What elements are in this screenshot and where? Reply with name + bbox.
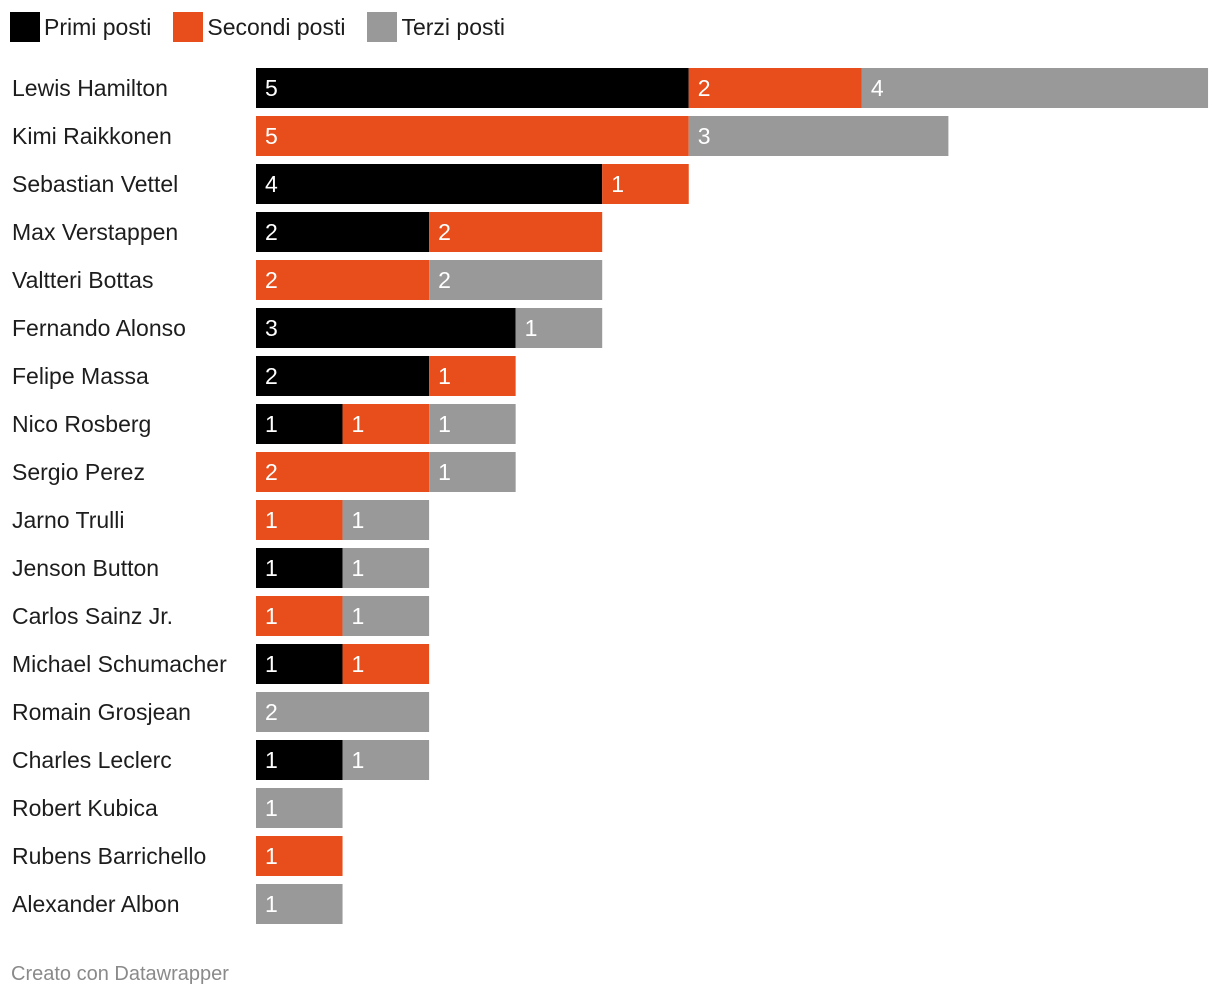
bar-segment — [429, 404, 516, 444]
bar-segment — [256, 692, 430, 732]
category-label: Max Verstappen — [12, 219, 178, 245]
category-label: Robert Kubica — [12, 795, 158, 821]
bar-segment — [256, 548, 343, 588]
bar-value-label: 2 — [698, 75, 711, 101]
bar-value-label: 2 — [265, 699, 278, 725]
bar-value-label: 1 — [265, 843, 278, 869]
category-label: Valtteri Bottas — [12, 267, 153, 293]
bar-value-label: 4 — [265, 171, 278, 197]
category-label: Carlos Sainz Jr. — [12, 603, 173, 629]
category-label: Sergio Perez — [12, 459, 145, 485]
legend-swatch — [10, 12, 40, 42]
bar-segment — [256, 740, 343, 780]
bar-value-label: 1 — [265, 603, 278, 629]
category-label: Sebastian Vettel — [12, 171, 178, 197]
bar-segment — [602, 164, 689, 204]
bar-segment — [256, 644, 343, 684]
legend-swatch — [173, 12, 204, 42]
bar-segment — [256, 212, 430, 252]
bar-value-label: 2 — [265, 459, 278, 485]
bar-value-label: 3 — [698, 123, 711, 149]
bar-value-label: 1 — [265, 891, 278, 917]
bar-value-label: 1 — [525, 315, 538, 341]
bar-segment — [429, 356, 516, 396]
category-label: Fernando Alonso — [12, 315, 186, 341]
bar-value-label: 4 — [871, 75, 884, 101]
bar-segment — [256, 68, 689, 108]
bar-value-label: 1 — [265, 651, 278, 677]
bar-value-label: 1 — [438, 363, 451, 389]
bar-value-label: 1 — [611, 171, 624, 197]
bar-value-label: 1 — [265, 555, 278, 581]
bar-value-label: 1 — [265, 507, 278, 533]
bar-segment — [342, 500, 430, 540]
bar-segment — [342, 740, 430, 780]
bar-segment — [342, 644, 430, 684]
bar-segment — [429, 452, 516, 492]
bar-value-label: 1 — [352, 747, 365, 773]
bar-segment — [256, 356, 430, 396]
legend-item-1: Secondi posti — [173, 12, 345, 42]
category-label: Charles Leclerc — [12, 747, 172, 773]
bar-value-label: 2 — [265, 363, 278, 389]
bar-value-label: 2 — [438, 219, 451, 245]
bar-value-label: 1 — [265, 411, 278, 437]
bar-value-label: 3 — [265, 315, 278, 341]
bar-segment — [342, 548, 430, 588]
bar-value-label: 5 — [265, 75, 278, 101]
bar-segment — [256, 788, 343, 828]
bar-segment — [256, 308, 516, 348]
category-label: Jarno Trulli — [12, 507, 124, 533]
category-label: Lewis Hamilton — [12, 75, 168, 101]
bar-segment — [861, 68, 1209, 108]
legend-item-0: Primi posti — [10, 12, 151, 42]
bar-segment — [256, 452, 430, 492]
chart-legend: Primi posti Secondi posti Terzi posti — [10, 10, 527, 44]
bar-segment — [688, 68, 862, 108]
bar-segment — [342, 404, 430, 444]
category-label: Rubens Barrichello — [12, 843, 206, 869]
bar-segment — [342, 596, 430, 636]
legend-label: Secondi posti — [207, 13, 346, 40]
bar-segment — [256, 260, 430, 300]
bar-segment — [256, 500, 343, 540]
bar-value-label: 2 — [265, 219, 278, 245]
category-label: Michael Schumacher — [12, 651, 227, 677]
bar-value-label: 1 — [265, 747, 278, 773]
bar-value-label: 1 — [352, 651, 365, 677]
legend-item-2: Terzi posti — [367, 12, 505, 42]
bar-value-label: 1 — [352, 411, 365, 437]
legend-label: Terzi posti — [401, 13, 505, 40]
legend-label: Primi posti — [44, 13, 152, 40]
bar-value-label: 1 — [438, 411, 451, 437]
category-label: Kimi Raikkonen — [12, 123, 172, 149]
bar-value-label: 1 — [352, 507, 365, 533]
bar-segment — [256, 404, 343, 444]
bar-segment — [256, 164, 603, 204]
bar-value-label: 1 — [352, 555, 365, 581]
bar-segment — [256, 596, 343, 636]
bar-value-label: 1 — [352, 603, 365, 629]
bar-segment — [256, 884, 343, 924]
bar-value-label: 5 — [265, 123, 278, 149]
legend-swatch — [367, 12, 398, 42]
category-label: Felipe Massa — [12, 363, 149, 389]
bar-value-label: 1 — [265, 795, 278, 821]
category-label: Jenson Button — [12, 555, 159, 581]
category-label: Romain Grosjean — [12, 699, 191, 725]
bar-value-label: 2 — [265, 267, 278, 293]
bar-value-label: 2 — [438, 267, 451, 293]
bar-value-label: 1 — [438, 459, 451, 485]
bar-segment — [429, 260, 603, 300]
category-label: Alexander Albon — [12, 891, 180, 917]
bar-segment — [688, 116, 949, 156]
bar-segment — [256, 836, 343, 876]
bar-segment — [429, 212, 603, 252]
category-label: Nico Rosberg — [12, 411, 151, 437]
credit-footer: Creato con Datawrapper — [11, 963, 229, 985]
bar-segment — [515, 308, 603, 348]
bar-segment — [256, 116, 689, 156]
